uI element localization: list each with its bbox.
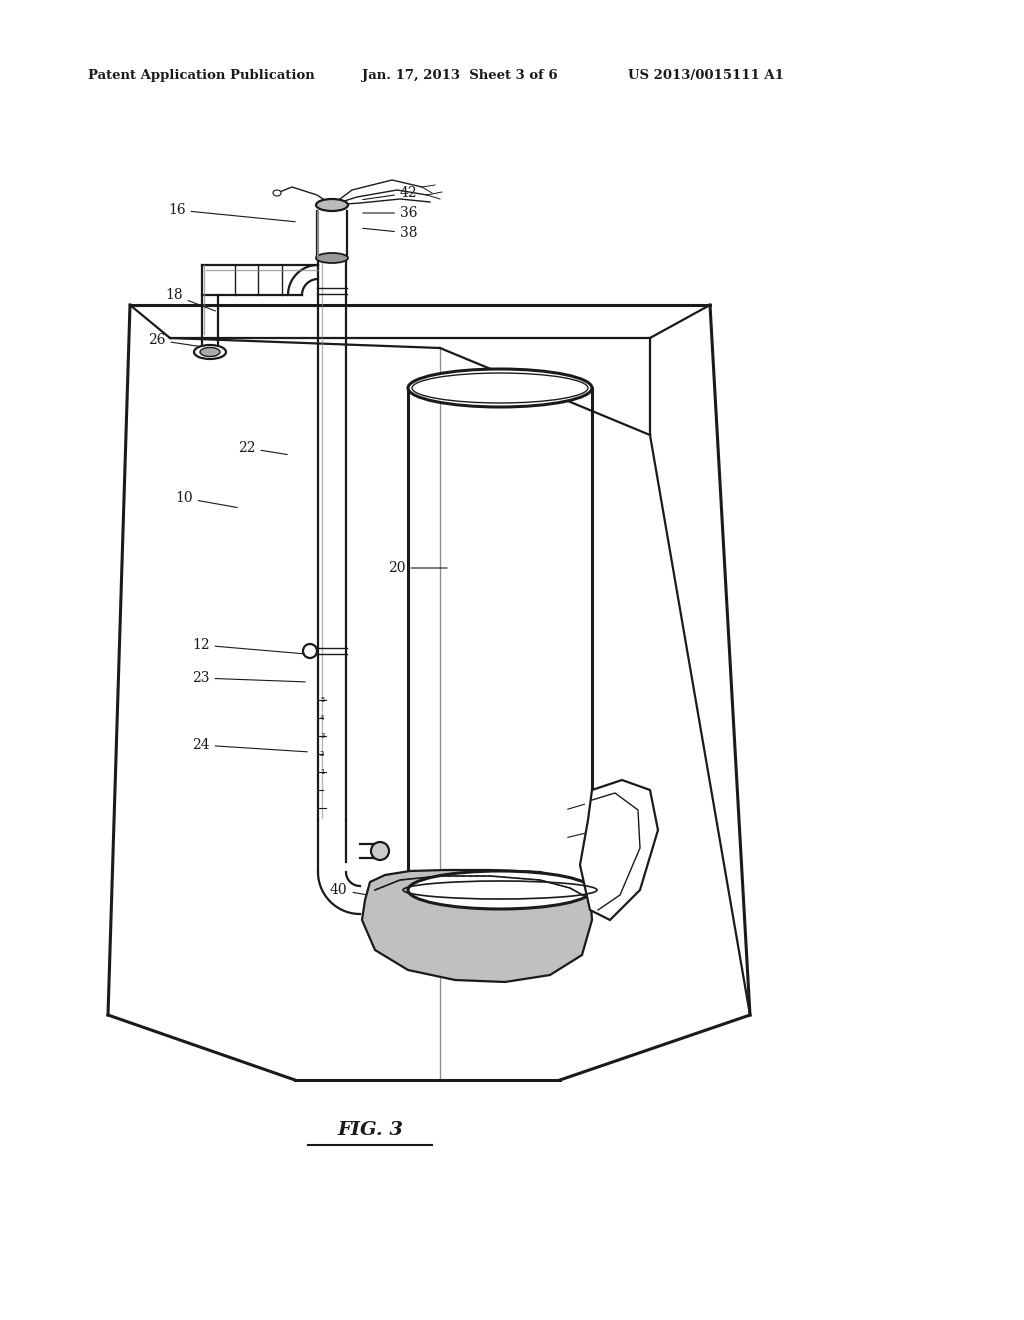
Text: 22: 22 [238,441,288,455]
Ellipse shape [408,871,592,909]
Text: Jan. 17, 2013  Sheet 3 of 6: Jan. 17, 2013 Sheet 3 of 6 [362,69,558,82]
Text: 3: 3 [319,733,325,739]
Text: 32: 32 [567,822,607,837]
Ellipse shape [316,199,348,211]
Ellipse shape [200,347,220,356]
Text: 28: 28 [567,793,607,809]
Ellipse shape [371,842,389,861]
Text: 36: 36 [362,206,418,220]
Text: 42: 42 [362,186,418,201]
Text: 14: 14 [522,880,558,899]
Text: 24: 24 [193,738,307,752]
Text: 5: 5 [319,697,325,704]
Ellipse shape [194,345,226,359]
Text: 2: 2 [319,751,325,756]
Text: 26: 26 [148,333,207,347]
Ellipse shape [273,190,281,195]
Text: US 2013/0015111 A1: US 2013/0015111 A1 [628,69,784,82]
Text: 20: 20 [388,561,447,576]
Polygon shape [580,780,658,920]
Text: FIG. 3: FIG. 3 [337,1121,403,1139]
Text: Patent Application Publication: Patent Application Publication [88,69,314,82]
Text: 4: 4 [319,715,325,721]
Text: 16: 16 [168,203,295,222]
Ellipse shape [303,644,317,657]
Text: 10: 10 [175,491,238,507]
Text: 23: 23 [193,671,305,685]
Ellipse shape [316,253,348,263]
Text: 12: 12 [193,638,315,655]
Text: 38: 38 [362,226,418,240]
Text: 40: 40 [330,883,366,898]
Polygon shape [362,870,592,982]
Text: 18: 18 [165,288,215,312]
Text: 1: 1 [319,770,325,775]
Ellipse shape [408,370,592,407]
